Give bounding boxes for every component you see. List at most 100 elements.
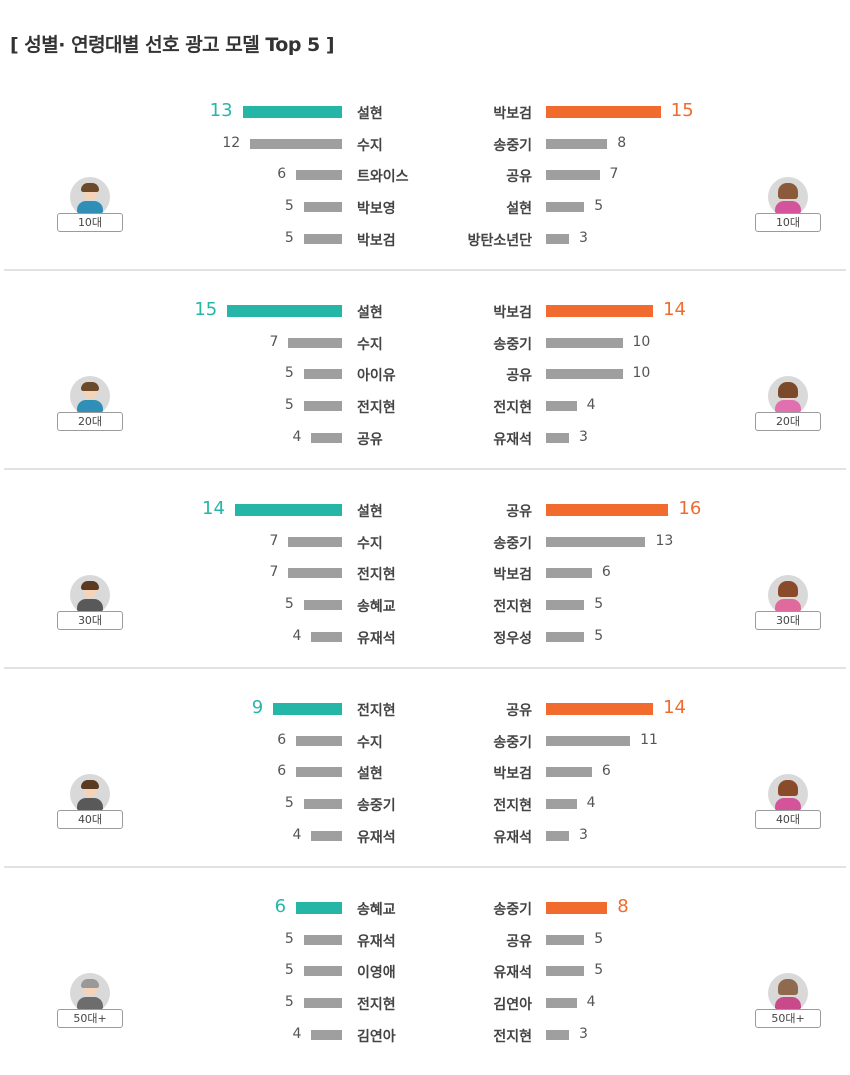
section-divider	[4, 866, 846, 868]
male-value-label: 4	[292, 627, 302, 644]
avatar-hair	[81, 581, 99, 590]
male-bar	[288, 568, 342, 579]
female-value-label: 4	[586, 795, 596, 812]
data-row: 5 박보영 5 설현	[0, 195, 850, 219]
male-value-label: 6	[277, 166, 287, 183]
female-value-label: 4	[586, 994, 596, 1011]
male-bar	[227, 305, 342, 317]
male-bar	[303, 233, 342, 244]
avatar-hair	[81, 183, 99, 192]
female-value-label: 3	[578, 826, 588, 843]
male-value-label: 15	[194, 299, 218, 320]
male-value-label: 6	[277, 763, 287, 780]
female-model-name: 박보검	[493, 106, 532, 122]
female-model-name: 공유	[506, 933, 532, 950]
avatar-hair	[81, 979, 99, 988]
male-bar	[311, 830, 342, 841]
male-bar	[303, 401, 342, 412]
male-bar	[250, 138, 342, 149]
data-row: 4 김연아 3 전지현	[0, 1023, 850, 1047]
data-row: 5 송중기 4 전지현	[0, 792, 850, 816]
section-divider	[4, 468, 846, 470]
avatar-age-tag: 40대	[57, 810, 123, 829]
avatar-male: 40대	[57, 774, 123, 840]
male-value-label: 13	[209, 100, 233, 121]
male-model-name: 박보검	[357, 232, 396, 249]
female-model-name: 전지현	[493, 599, 532, 616]
male-model-name: 김연아	[357, 1028, 396, 1045]
male-bar	[303, 966, 342, 977]
female-model-name: 공유	[506, 368, 532, 385]
male-bar	[303, 600, 342, 611]
data-row: 4 유재석 3 유재석	[0, 824, 850, 848]
avatar-circle	[70, 376, 110, 416]
male-model-name: 전지현	[357, 997, 396, 1014]
avatar-female: 40대	[755, 774, 821, 840]
female-bar	[546, 432, 569, 443]
female-model-name: 송중기	[493, 535, 532, 552]
data-row: 6 설현 6 박보검	[0, 760, 850, 784]
avatar-male: 50대+	[57, 973, 123, 1039]
female-bar	[546, 202, 585, 213]
page-title: [ 성별· 연령대별 선호 광고 모델 Top 5 ]	[10, 34, 335, 56]
female-bar	[546, 401, 577, 412]
male-value-label: 12	[222, 134, 241, 151]
male-bar	[288, 536, 342, 547]
female-bar	[546, 233, 569, 244]
avatar-male: 10대	[57, 177, 123, 243]
female-model-name: 유재석	[493, 829, 532, 846]
female-model-name: 공유	[506, 169, 532, 186]
female-model-name: 공유	[506, 504, 532, 520]
female-bar	[546, 631, 585, 642]
data-row: 6 송혜교 8 송중기	[0, 896, 850, 920]
male-value-label: 9	[251, 697, 264, 718]
male-model-name: 아이유	[357, 368, 396, 385]
female-model-name: 전지현	[493, 798, 532, 815]
section-divider	[4, 269, 846, 271]
avatar-age-tag: 50대+	[755, 1009, 821, 1028]
male-model-name: 송혜교	[357, 599, 396, 616]
male-model-name: 공유	[357, 431, 383, 448]
avatar-age-tag: 10대	[755, 213, 821, 232]
female-value-label: 15	[670, 100, 694, 121]
male-value-label: 5	[284, 962, 294, 979]
male-model-name: 수지	[357, 535, 383, 552]
male-bar	[273, 703, 342, 715]
male-value-label: 7	[269, 333, 279, 350]
female-value-label: 14	[663, 697, 686, 718]
avatar-hair	[778, 780, 798, 796]
avatar-age-tag: 20대	[57, 412, 123, 431]
data-row: 5 이영애 5 유재석	[0, 959, 850, 983]
female-bar	[546, 337, 623, 348]
male-value-label: 6	[274, 896, 287, 917]
female-model-name: 송중기	[493, 336, 532, 353]
female-bar	[546, 138, 608, 149]
age-group-section: 50대+ 50대+ 6 송혜교 8 송중기 5 유재석 5 공유 5 이영애 5 유재석 5 전지현 4 김연아 4…	[0, 876, 850, 1075]
male-model-name: 전지현	[357, 400, 396, 417]
age-group-section: 30대 30대 14 설현 16 공유 7 수지 13 송중기 7 전지현 6 박보검 5 송혜교 5 전지현 4 유…	[0, 478, 850, 677]
data-row: 12 수지 8 송중기	[0, 132, 850, 156]
female-bar	[546, 735, 631, 746]
data-row: 4 유재석 5 정우성	[0, 625, 850, 649]
age-group-section: 40대 40대 9 전지현 14 공유 6 수지 11 송중기 6 설현 6 박보검 5 송중기 4 전지현 4 유재…	[0, 677, 850, 876]
data-row: 9 전지현 14 공유	[0, 697, 850, 721]
data-row: 5 아이유 10 공유	[0, 362, 850, 386]
male-value-label: 5	[284, 198, 294, 215]
female-model-name: 박보검	[493, 766, 532, 783]
female-value-label: 10	[632, 333, 651, 350]
male-value-label: 4	[292, 1025, 302, 1042]
male-value-label: 7	[269, 564, 279, 581]
female-value-label: 7	[609, 166, 619, 183]
female-bar	[546, 1029, 569, 1040]
avatar-female: 20대	[755, 376, 821, 442]
avatar-hair	[81, 780, 99, 789]
male-model-name: 수지	[357, 137, 383, 154]
male-value-label: 4	[292, 428, 302, 445]
male-model-name: 유재석	[357, 933, 396, 950]
female-value-label: 3	[578, 1025, 588, 1042]
data-row: 14 설현 16 공유	[0, 498, 850, 522]
data-row: 4 공유 3 유재석	[0, 426, 850, 450]
female-bar	[546, 966, 585, 977]
male-model-name: 이영애	[357, 965, 396, 982]
avatar-female: 50대+	[755, 973, 821, 1039]
